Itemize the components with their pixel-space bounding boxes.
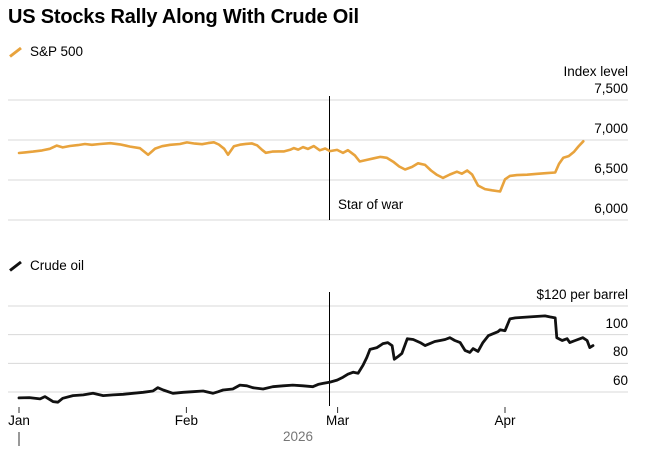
x-tick-label: Jan [8,413,30,428]
chart-title: US Stocks Rally Along With Crude Oil [8,6,359,28]
x-tick-label: Feb [174,413,199,428]
series-line-sp500 [17,140,585,193]
legend-crude: Crude oil [8,258,84,273]
x-tick-label: Mar [325,413,350,428]
sp500-marker-stroke [9,46,22,58]
legend-crude-label: Crude oil [30,258,85,273]
y-tick-label: 6,500 [594,161,628,176]
x-tick-label: Apr [494,413,516,428]
series-line-crude [17,314,595,404]
y-tick-label: $120 per barrel [536,287,628,302]
legend-sp500: S&P 500 [8,44,83,59]
crude-line-marker-icon [9,260,22,272]
y-axis-unit-label: Index level [563,64,628,79]
x-axis-year-label: 2026 [282,429,314,444]
y-tick-label: 60 [612,373,628,388]
crude-marker-stroke [9,260,22,272]
legend-sp500-label: S&P 500 [30,44,84,59]
y-tick-label: 7,000 [594,121,628,136]
y-tick-label: 80 [612,344,628,360]
y-tick-label: 100 [605,315,628,331]
y-tick-label: 6,000 [594,201,628,216]
war-annotation-label: Star of war [338,197,404,212]
y-tick-label: 7,500 [594,81,628,96]
sp500-line-marker-icon [9,46,22,58]
